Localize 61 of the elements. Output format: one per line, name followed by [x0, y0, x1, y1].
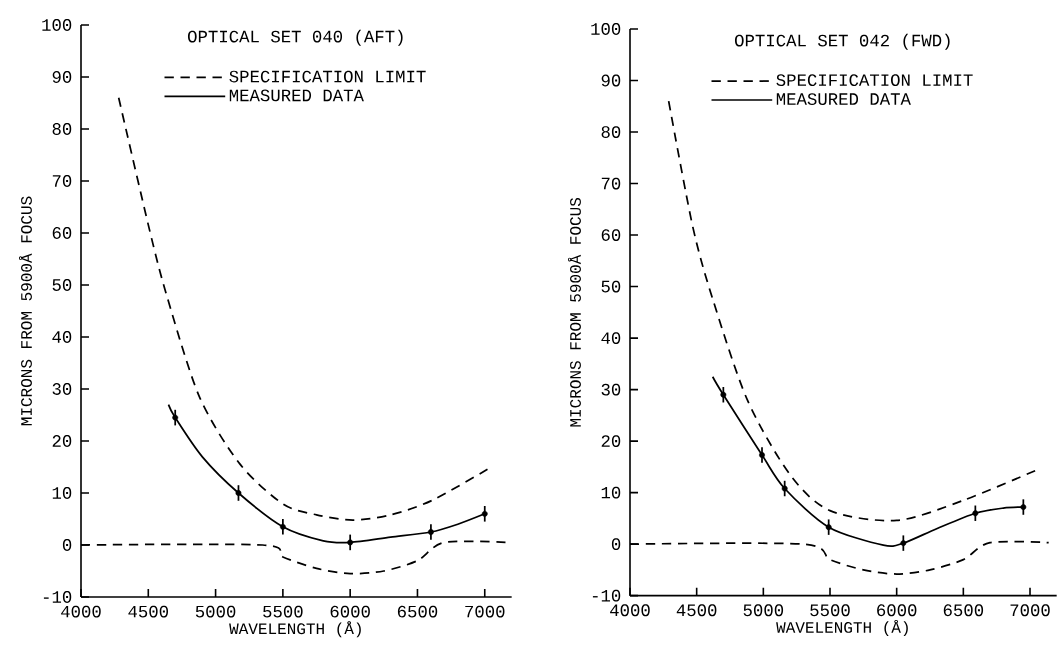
y-tick-label: 50	[52, 279, 72, 291]
point	[1020, 504, 1027, 510]
x-tick-label: 5000	[195, 605, 236, 618]
y-tick-label: 90	[601, 74, 621, 87]
x-tick-label: 4500	[128, 605, 169, 618]
x-tick-label: 5500	[263, 605, 303, 618]
point	[759, 452, 765, 458]
x-tick-label: 7000	[465, 605, 505, 618]
point	[781, 485, 788, 492]
y-tick-label: 60	[601, 229, 621, 241]
y-tick-label: 70	[52, 175, 72, 187]
y-tick-label: 0	[611, 538, 621, 551]
legend-label: SPECIFICATION LIMIT	[229, 70, 426, 83]
legend-label: MEASURED DATA	[229, 89, 364, 102]
x-tick-label: 6500	[397, 605, 438, 618]
point	[481, 510, 488, 517]
x-tick-label: 5000	[743, 604, 784, 617]
y-tick-label: 30	[601, 383, 621, 396]
y-tick-label: -10	[43, 591, 72, 603]
x-tick-label: 6000	[877, 604, 917, 617]
point	[900, 540, 907, 547]
point	[720, 391, 727, 398]
y-axis-title: MICRONS FROM 5900Å FOCUS	[19, 196, 32, 426]
legend-label: SPECIFICATION LIMIT	[776, 74, 973, 87]
x-tick-label: 4000	[61, 605, 101, 618]
y-axis-title: MICRONS FROM 5900Å FOCUS	[568, 197, 581, 427]
y-tick-label: 10	[52, 487, 72, 499]
y-tick-label: 20	[601, 435, 621, 447]
x-axis-title: WAVELENGTH (Å)	[776, 619, 908, 637]
y-tick-label: 100	[42, 19, 72, 31]
point	[279, 523, 286, 530]
y-tick-label: 30	[52, 383, 72, 395]
y-tick-label: 100	[591, 23, 621, 35]
x-tick-label: 4000	[610, 604, 650, 617]
y-tick-label: 60	[52, 227, 72, 239]
y-tick-label: 80	[52, 123, 72, 135]
y-tick-label: 50	[601, 280, 621, 293]
point	[972, 510, 979, 517]
y-tick-label: 10	[601, 486, 621, 499]
y-tick-label: 0	[62, 539, 72, 551]
y-tick-label: 20	[52, 435, 72, 447]
point	[172, 414, 179, 421]
point	[347, 539, 354, 546]
y-tick-label: 40	[601, 332, 621, 344]
chart-title: OPTICAL SET 040 (AFT)	[187, 29, 403, 46]
y-tick-label: 90	[52, 71, 72, 83]
y-tick-label: 70	[601, 177, 621, 190]
point	[825, 524, 832, 531]
x-axis-title: WAVELENGTH (Å)	[229, 621, 361, 638]
x-tick-label: 7000	[1010, 604, 1050, 617]
chart-title: OPTICAL SET 042 (FWD)	[734, 33, 950, 50]
point	[235, 490, 242, 496]
x-tick-label: 4500	[676, 604, 717, 617]
y-tick-label: 80	[601, 126, 621, 138]
y-tick-label: -10	[592, 589, 621, 602]
x-tick-label: 6000	[330, 605, 370, 618]
x-tick-label: 5500	[810, 604, 850, 617]
y-tick-label: 40	[52, 331, 72, 343]
x-tick-label: 6500	[943, 604, 984, 617]
point	[427, 529, 434, 535]
legend-label: MEASURED DATA	[776, 93, 911, 105]
